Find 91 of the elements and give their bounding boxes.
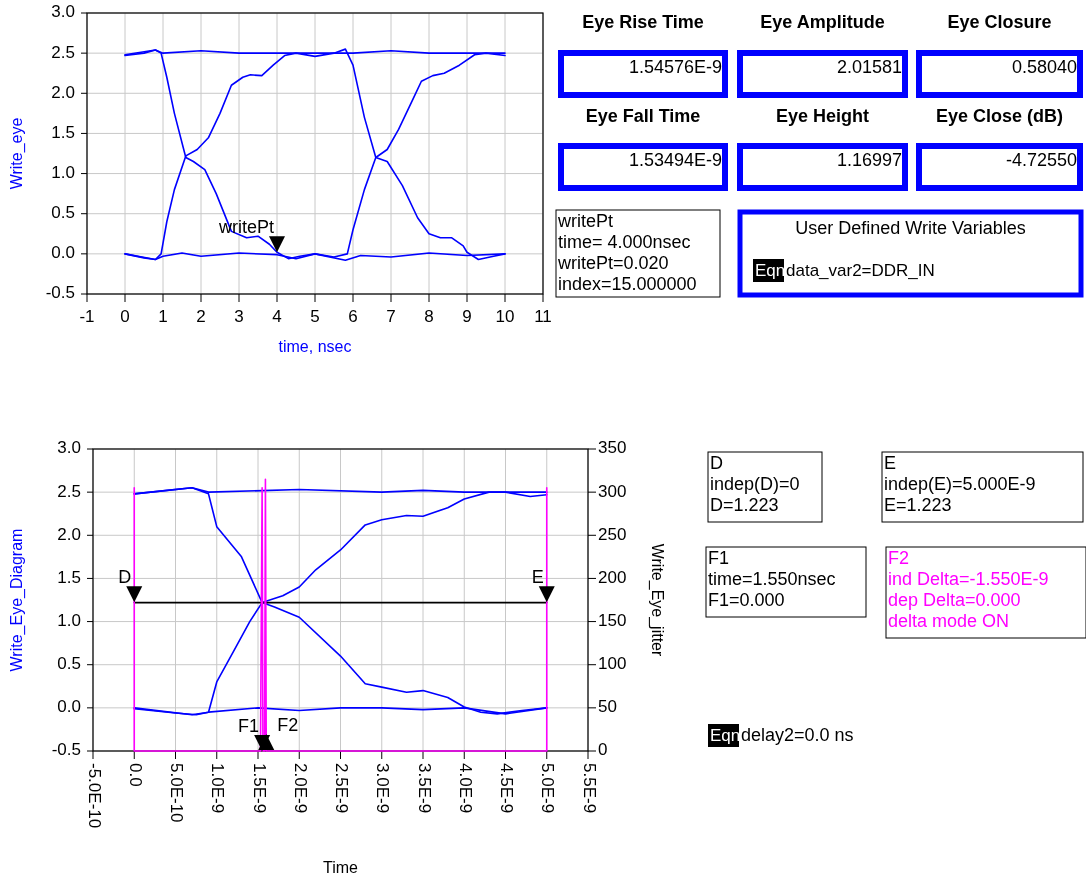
x-tick-label: 1	[158, 307, 168, 326]
y-tick-label: 2.5	[57, 481, 81, 501]
text: F1=0.000	[708, 590, 785, 610]
x-tick-label: -5.0E-10	[84, 763, 104, 829]
y-tick-label: 1.5	[57, 567, 81, 587]
text: index=15.000000	[558, 274, 697, 294]
annotation: E	[531, 567, 544, 588]
x-tick-label: 4.5E-9	[497, 763, 517, 814]
y2-tick-label: 300	[598, 481, 627, 501]
text: 2.01581	[836, 56, 902, 77]
y2-tick-label: 150	[598, 611, 627, 631]
x-tick-label: 2	[196, 307, 206, 326]
y-tick-label: 3.0	[57, 438, 81, 458]
y2-tick-label: 350	[598, 438, 627, 458]
text: D=1.223	[710, 495, 779, 515]
y-tick-label: 0.0	[51, 243, 75, 263]
text: time=1.550nsec	[708, 569, 836, 589]
text: 1.54576E-9	[628, 56, 722, 77]
y-tick-label: 2.0	[57, 524, 81, 544]
x-tick-label: 11	[534, 307, 552, 326]
y-tick-label: 3.0	[51, 2, 75, 22]
x-tick-label: -1	[79, 307, 95, 326]
text: indep(E)=5.000E-9	[884, 474, 1036, 494]
x-tick-label: 4	[272, 307, 282, 326]
x-tick-label: 5.5E-9	[579, 763, 599, 814]
y-tick-label: -0.5	[51, 740, 81, 760]
text: time= 4.000nsec	[558, 232, 691, 252]
x-tick-label: 5.0E-10	[167, 763, 187, 823]
y2-tick-label: 0	[598, 740, 608, 760]
y-tick-label: 0.0	[57, 697, 81, 717]
text: Eye Closure	[947, 11, 1052, 32]
text: Eye Height	[775, 105, 870, 126]
y-axis-title: Write_eye	[8, 117, 26, 190]
text: E=1.223	[884, 495, 952, 515]
y-tick-label: 0.5	[51, 203, 75, 223]
text: delay2=0.0 ns	[741, 725, 854, 745]
text: 0.58040	[1011, 56, 1077, 77]
y-tick-label: 2.5	[51, 42, 75, 62]
y2-tick-label: 200	[598, 567, 627, 587]
x-tick-label: 0	[120, 307, 130, 326]
x-tick-label: 3.0E-9	[373, 763, 393, 814]
y-tick-label: 0.5	[57, 654, 81, 674]
text: writePt	[557, 211, 614, 231]
x-tick-label: 1.0E-9	[208, 763, 228, 814]
x-axis-title: time, nsec	[278, 338, 352, 355]
x-tick-label: 7	[386, 307, 396, 326]
text: User Defined Write Variables	[795, 218, 1026, 238]
text: E	[884, 453, 897, 473]
text: Eye Fall Time	[585, 105, 701, 126]
x-axis-title: Time	[323, 859, 359, 876]
y-tick-label: 1.0	[57, 611, 81, 631]
y2-tick-label: 250	[598, 524, 627, 544]
x-tick-label: 1.5E-9	[249, 763, 269, 814]
x-tick-label: 8	[424, 307, 434, 326]
text: F2	[888, 548, 910, 568]
text: Eye Rise Time	[582, 11, 704, 32]
x-tick-label: 3.5E-9	[414, 763, 434, 814]
text: 1.16997	[836, 149, 902, 170]
y-tick-label: 2.0	[51, 82, 75, 102]
x-tick-label: 5.0E-9	[538, 763, 558, 814]
y-tick-label: -0.5	[45, 283, 75, 303]
x-tick-label: 5	[310, 307, 320, 326]
y2-axis-title: Write_Eye_jitter	[648, 543, 666, 657]
text: ind Delta=-1.550E-9	[888, 569, 1049, 589]
x-tick-label: 3	[234, 307, 244, 326]
x-tick-label: 2.0E-9	[290, 763, 310, 814]
text: dep Delta=0.000	[888, 590, 1021, 610]
x-tick-label: 4.0E-9	[455, 763, 475, 814]
text: indep(D)=0	[710, 474, 800, 494]
text: F1	[708, 548, 730, 568]
text: D	[710, 453, 723, 473]
x-tick-label: 10	[495, 307, 515, 326]
y-tick-label: 1.0	[51, 163, 75, 183]
text: Eye Close (dB)	[935, 105, 1064, 126]
text: data_var2=DDR_IN	[786, 261, 935, 280]
y2-tick-label: 50	[598, 697, 617, 717]
annotation: F1	[238, 716, 260, 736]
y-axis-title: Write_Eye_Diagram	[8, 528, 26, 672]
x-tick-label: 6	[348, 307, 358, 326]
annotation: D	[118, 567, 132, 588]
x-tick-label: 0.0	[125, 763, 145, 787]
text: writePt=0.020	[557, 253, 669, 273]
x-tick-label: 9	[462, 307, 472, 326]
text: delta mode ON	[888, 611, 1010, 631]
annotation: F2	[277, 715, 299, 735]
y2-tick-label: 100	[598, 654, 627, 674]
y-tick-label: 1.5	[51, 122, 75, 142]
text: -4.72550	[1005, 149, 1077, 170]
text: 1.53494E-9	[628, 149, 722, 170]
text: Eye Amplitude	[760, 11, 885, 32]
x-tick-label: 2.5E-9	[332, 763, 352, 814]
